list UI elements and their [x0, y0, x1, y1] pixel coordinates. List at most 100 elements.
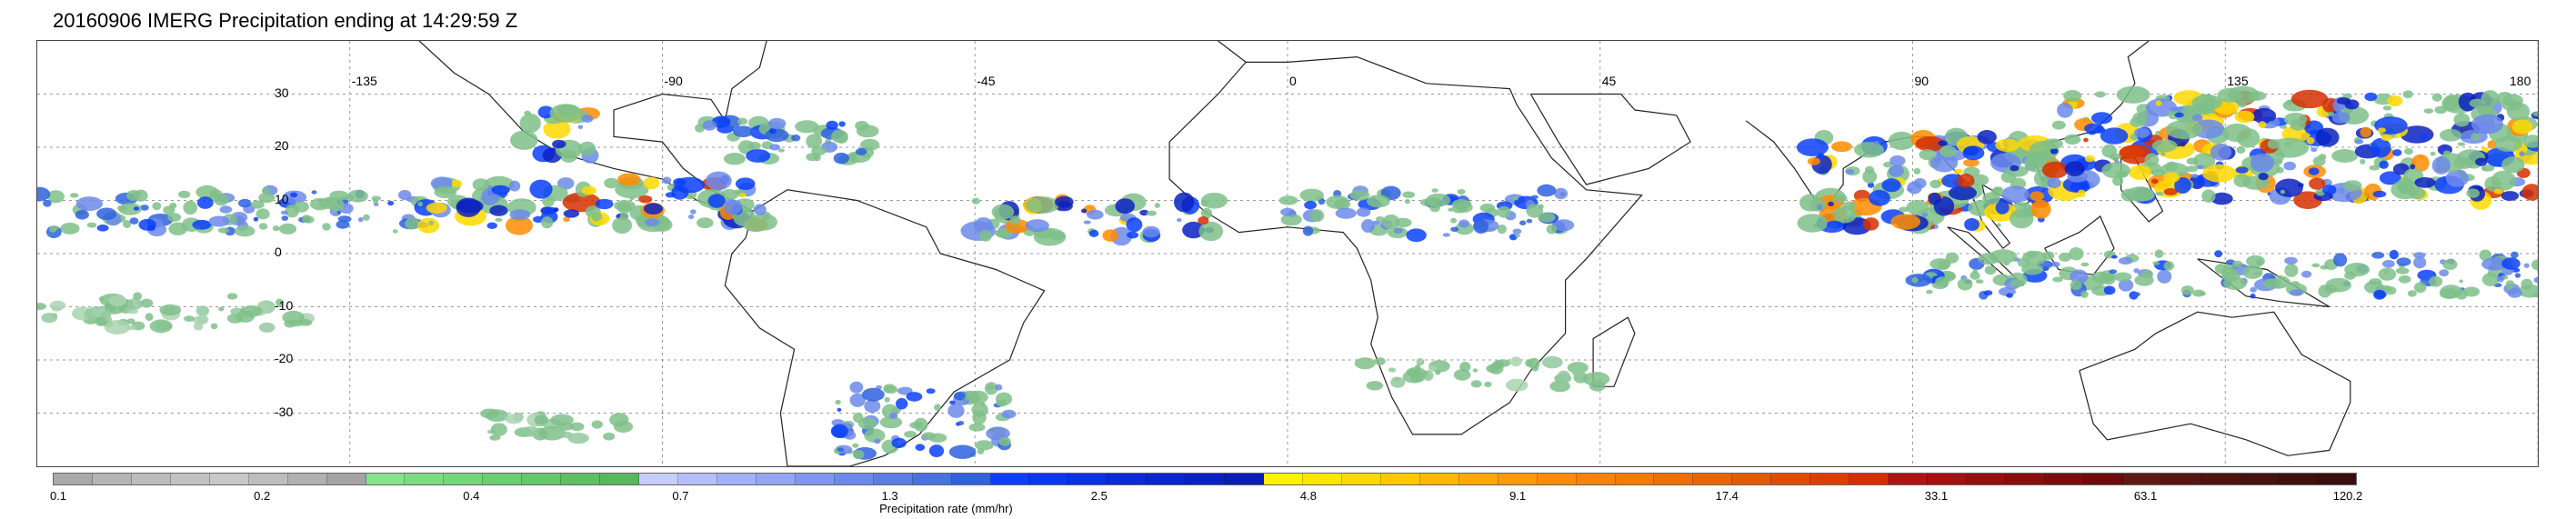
precip-cell: [1025, 219, 1049, 233]
precip-cell: [398, 190, 412, 201]
precip-cell: [1557, 370, 1571, 384]
lon-label: -45: [977, 74, 996, 88]
precip-cell: [280, 210, 288, 215]
precip-cell: [140, 205, 149, 211]
precip-cell: [240, 305, 263, 317]
precip-cell: [2163, 188, 2178, 195]
precip-cell: [167, 213, 181, 223]
precip-cell: [434, 185, 457, 199]
precip-cell: [290, 192, 298, 198]
precip-cell: [2469, 98, 2485, 108]
precip-cell: [2442, 95, 2461, 111]
precip-cell: [1470, 380, 1482, 388]
precip-cell: [2360, 126, 2372, 138]
precip-cell: [2331, 149, 2359, 163]
coastline: [2044, 215, 2115, 276]
precip-cell: [735, 177, 756, 190]
precip-cell: [1177, 218, 1182, 223]
precip-cell: [509, 209, 531, 221]
precip-cell: [1304, 200, 1317, 210]
precip-cell: [864, 428, 886, 443]
precip-cell: [2404, 148, 2413, 155]
precip-cell: [947, 404, 965, 418]
precip-cell: [2080, 291, 2089, 298]
colorbar-tick-label: 0.1: [49, 489, 67, 503]
precip-cell: [2094, 91, 2106, 98]
precip-cell: [769, 144, 781, 151]
lat-label: -20: [275, 351, 294, 365]
precip-cell: [1198, 216, 1209, 225]
precip-cell: [2134, 292, 2140, 297]
precip-cell: [553, 207, 559, 213]
colorbar-cell: [1341, 474, 1381, 484]
precip-cell: [542, 195, 555, 207]
precip-cell: [329, 190, 348, 201]
precip-cell: [1484, 381, 1492, 388]
precip-cell: [2070, 269, 2089, 284]
precip-cell: [581, 185, 596, 195]
precip-cell: [2263, 278, 2281, 289]
precip-cell: [2453, 113, 2471, 127]
precip-cell: [258, 192, 276, 204]
precip-cell: [1055, 195, 1074, 208]
precip-cell: [852, 443, 859, 448]
precip-cell: [2371, 252, 2385, 259]
precip-cell: [1929, 258, 1951, 270]
precip-cell: [285, 204, 299, 218]
precip-cell: [208, 215, 230, 227]
precip-cell: [2343, 180, 2362, 192]
precip-cell: [612, 216, 633, 235]
precip-cell: [2532, 293, 2538, 298]
precip-cell: [977, 447, 985, 454]
precip-cell: [1883, 161, 1893, 168]
precip-cell: [2378, 267, 2397, 281]
precip-cell: [2059, 252, 2072, 262]
precip-cell: [1809, 197, 1826, 212]
precip-cell: [2381, 135, 2392, 141]
lat-label: -10: [275, 297, 294, 313]
precip-cell: [524, 110, 531, 116]
precip-cell: [426, 202, 447, 214]
precip-cell: [968, 423, 986, 432]
precip-cell: [336, 210, 341, 215]
precip-cell: [2155, 191, 2164, 196]
precip-cell: [1546, 224, 1558, 235]
precip-cell: [1299, 188, 1324, 202]
precip-cell: [1549, 380, 1570, 393]
precip-cell: [1102, 229, 1118, 242]
precip-cell: [967, 390, 988, 404]
precip-cell: [1410, 374, 1424, 383]
precip-cell: [2429, 275, 2443, 287]
precip-cell: [732, 125, 754, 137]
precip-cell: [491, 185, 510, 195]
precip-cell: [569, 422, 585, 432]
colorbar-cell: [131, 474, 171, 484]
precip-cell: [563, 209, 579, 218]
precip-cell: [830, 424, 848, 438]
precip-cell: [253, 216, 259, 222]
precip-cell: [2522, 135, 2538, 148]
precip-cell: [60, 222, 80, 235]
precip-cell: [2311, 263, 2320, 268]
precip-cell: [604, 177, 619, 189]
precip-cell: [909, 422, 923, 429]
precip-cell: [2010, 279, 2025, 287]
precip-cell: [1827, 220, 1843, 229]
precip-cell: [2481, 257, 2508, 271]
precip-cell: [123, 220, 132, 228]
precip-cell: [2162, 172, 2180, 184]
colorbar: [53, 473, 2357, 485]
precip-cell: [2333, 253, 2348, 267]
precip-cell: [373, 202, 379, 206]
precip-cell: [2384, 270, 2389, 274]
precip-cell: [2010, 208, 2034, 229]
precip-cell: [2236, 145, 2246, 155]
precip-cell: [671, 185, 689, 200]
precip-cell: [2284, 264, 2299, 277]
precip-cell: [2217, 87, 2243, 103]
precip-cell: [1935, 276, 1950, 288]
precip-cell: [577, 125, 584, 130]
lon-label: 180: [2510, 74, 2531, 88]
precip-cell: [2174, 112, 2184, 118]
precip-cell: [2501, 257, 2521, 270]
